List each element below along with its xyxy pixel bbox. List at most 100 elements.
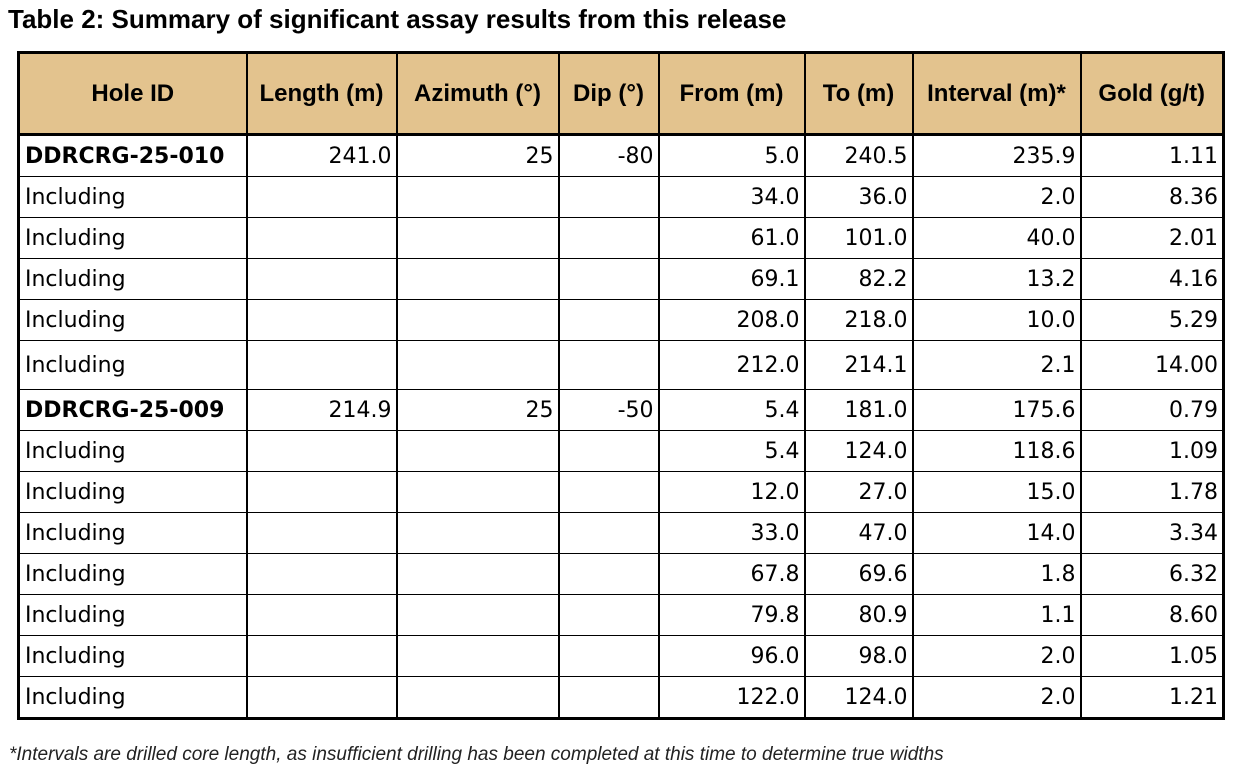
table-row: Including 212.0 214.1 2.1 14.00 [17,340,1225,390]
cell-gold: 1.05 [1079,635,1225,677]
cell-from: 12.0 [657,471,806,513]
cell-gold: 8.36 [1079,176,1225,218]
table-row: Including 79.8 80.9 1.1 8.60 [17,594,1225,636]
cell-length [245,217,398,259]
cell-from: 208.0 [657,299,806,341]
cell-azimuth [395,512,560,554]
cell-to: 98.0 [803,635,914,677]
cell-dip [557,258,660,300]
cell-length: 214.9 [245,389,398,431]
cell-to: 80.9 [803,594,914,636]
cell-interval: 1.8 [911,553,1082,595]
cell-azimuth [395,176,560,218]
column-header-from: From (m) [657,51,806,136]
cell-hole-id: Including [17,553,248,595]
cell-azimuth [395,594,560,636]
cell-to: 82.2 [803,258,914,300]
cell-length [245,635,398,677]
cell-length [245,471,398,513]
cell-interval: 13.2 [911,258,1082,300]
cell-dip: -50 [557,389,660,431]
cell-dip [557,217,660,259]
cell-length [245,176,398,218]
cell-length [245,553,398,595]
cell-dip [557,512,660,554]
cell-dip [557,635,660,677]
cell-to: 240.5 [803,134,914,177]
cell-gold: 5.29 [1079,299,1225,341]
cell-dip [557,676,660,719]
cell-interval: 14.0 [911,512,1082,554]
column-header-hole-id: Hole ID [17,51,248,136]
cell-interval: 1.1 [911,594,1082,636]
cell-from: 5.4 [657,430,806,472]
cell-gold: 1.78 [1079,471,1225,513]
column-header-gold: Gold (g/t) [1079,51,1225,136]
cell-hole-id: Including [17,512,248,554]
assay-results-table: Hole ID Length (m) Azimuth (°) Dip (°) F… [17,51,1225,720]
cell-length [245,594,398,636]
cell-to: 47.0 [803,512,914,554]
cell-hole-id: Including [17,217,248,259]
cell-gold: 3.34 [1079,512,1225,554]
cell-gold: 1.21 [1079,676,1225,719]
cell-hole-id: Including [17,176,248,218]
cell-azimuth [395,299,560,341]
column-header-length: Length (m) [245,51,398,136]
table-row: Including 67.8 69.6 1.8 6.32 [17,553,1225,595]
cell-gold: 2.01 [1079,217,1225,259]
cell-azimuth [395,258,560,300]
cell-hole-id: Including [17,471,248,513]
cell-hole-id: Including [17,299,248,341]
column-header-dip: Dip (°) [557,51,660,136]
cell-hole-id: Including [17,340,248,390]
cell-hole-id: Including [17,676,248,719]
cell-to: 218.0 [803,299,914,341]
cell-dip [557,340,660,390]
cell-from: 61.0 [657,217,806,259]
cell-from: 33.0 [657,512,806,554]
cell-to: 69.6 [803,553,914,595]
cell-azimuth [395,471,560,513]
table-row: Including 96.0 98.0 2.0 1.05 [17,635,1225,677]
cell-azimuth [395,553,560,595]
cell-interval: 118.6 [911,430,1082,472]
cell-from: 67.8 [657,553,806,595]
table-row: Including 122.0 124.0 2.0 1.21 [17,676,1225,719]
cell-length: 241.0 [245,134,398,177]
column-header-to: To (m) [803,51,914,136]
cell-gold: 6.32 [1079,553,1225,595]
cell-azimuth: 25 [395,134,560,177]
cell-interval: 10.0 [911,299,1082,341]
cell-hole-id: Including [17,430,248,472]
cell-interval: 2.0 [911,176,1082,218]
table-row: Including 69.1 82.2 13.2 4.16 [17,258,1225,300]
cell-to: 214.1 [803,340,914,390]
cell-gold: 0.79 [1079,389,1225,431]
cell-interval: 15.0 [911,471,1082,513]
column-header-azimuth: Azimuth (°) [395,51,560,136]
cell-gold: 4.16 [1079,258,1225,300]
cell-interval: 2.0 [911,676,1082,719]
cell-gold: 1.09 [1079,430,1225,472]
cell-from: 212.0 [657,340,806,390]
cell-from: 79.8 [657,594,806,636]
cell-to: 101.0 [803,217,914,259]
cell-from: 5.0 [657,134,806,177]
cell-gold: 1.11 [1079,134,1225,177]
table-row: Including 33.0 47.0 14.0 3.34 [17,512,1225,554]
cell-length [245,430,398,472]
cell-from: 96.0 [657,635,806,677]
cell-interval: 235.9 [911,134,1082,177]
cell-azimuth [395,635,560,677]
cell-length [245,258,398,300]
cell-hole-id: Including [17,594,248,636]
column-header-interval: Interval (m)* [911,51,1082,136]
cell-gold: 14.00 [1079,340,1225,390]
cell-length [245,676,398,719]
table-row: Including 208.0 218.0 10.0 5.29 [17,299,1225,341]
cell-length [245,340,398,390]
cell-hole-id: DDRCRG-25-009 [17,389,248,431]
cell-dip [557,299,660,341]
cell-interval: 2.0 [911,635,1082,677]
